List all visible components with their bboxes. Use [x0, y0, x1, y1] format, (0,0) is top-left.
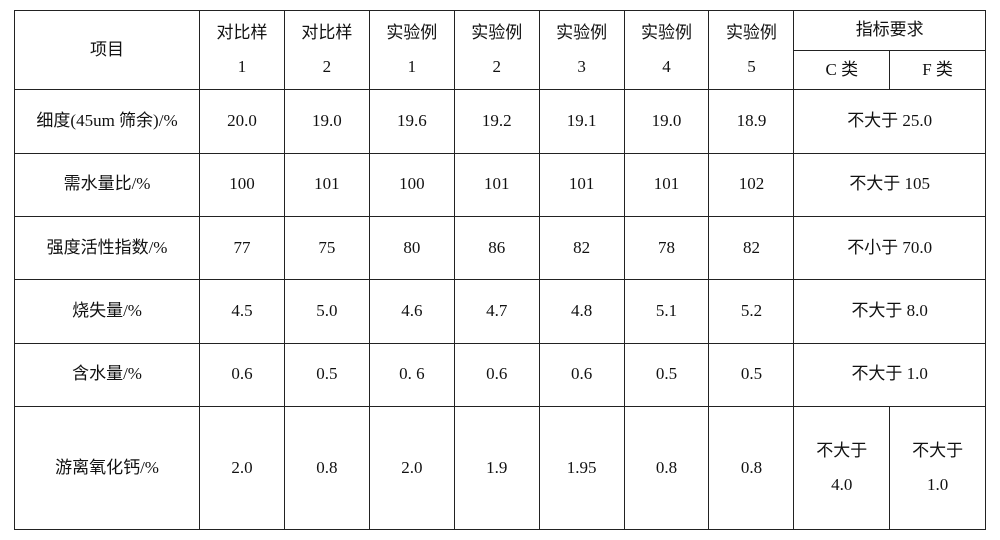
header-req-f: F 类 — [890, 50, 986, 90]
row-label: 细度(45um 筛余)/% — [15, 90, 200, 153]
row-label: 强度活性指数/% — [15, 216, 200, 279]
cell: 0.5 — [284, 343, 369, 406]
row-label: 含水量/% — [15, 343, 200, 406]
cell: 19.0 — [284, 90, 369, 153]
req-merged: 不大于 8.0 — [794, 280, 986, 343]
table-row: 细度(45um 筛余)/% 20.0 19.0 19.6 19.2 19.1 1… — [15, 90, 986, 153]
table-row: 强度活性指数/% 77 75 80 86 82 78 82 不小于 70.0 — [15, 216, 986, 279]
cell: 100 — [200, 153, 285, 216]
cell: 77 — [200, 216, 285, 279]
cell: 18.9 — [709, 90, 794, 153]
table-row: 游离氧化钙/% 2.0 0.8 2.0 1.9 1.95 0.8 0.8 不大于… — [15, 406, 986, 529]
header-sample-1: 对比样2 — [284, 11, 369, 90]
cell: 5.2 — [709, 280, 794, 343]
cell: 101 — [454, 153, 539, 216]
header-sample-6: 实验例5 — [709, 11, 794, 90]
header-sample-3: 实验例2 — [454, 11, 539, 90]
header-sample-4: 实验例3 — [539, 11, 624, 90]
header-req-c: C 类 — [794, 50, 890, 90]
cell: 78 — [624, 216, 709, 279]
header-req-title: 指标要求 — [794, 11, 986, 51]
cell: 1.95 — [539, 406, 624, 529]
cell: 102 — [709, 153, 794, 216]
table-row: 需水量比/% 100 101 100 101 101 101 102 不大于 1… — [15, 153, 986, 216]
cell: 4.6 — [369, 280, 454, 343]
cell: 82 — [539, 216, 624, 279]
cell: 101 — [539, 153, 624, 216]
cell: 0.6 — [539, 343, 624, 406]
cell: 75 — [284, 216, 369, 279]
cell: 80 — [369, 216, 454, 279]
cell: 5.0 — [284, 280, 369, 343]
req-merged: 不大于 1.0 — [794, 343, 986, 406]
header-sample-0: 对比样1 — [200, 11, 285, 90]
row-label: 游离氧化钙/% — [15, 406, 200, 529]
cell: 4.8 — [539, 280, 624, 343]
header-sample-5: 实验例4 — [624, 11, 709, 90]
cell: 0.8 — [624, 406, 709, 529]
cell: 0.8 — [284, 406, 369, 529]
cell: 19.1 — [539, 90, 624, 153]
cell: 86 — [454, 216, 539, 279]
cell: 1.9 — [454, 406, 539, 529]
cell: 4.7 — [454, 280, 539, 343]
cell: 101 — [624, 153, 709, 216]
cell: 20.0 — [200, 90, 285, 153]
cell: 2.0 — [369, 406, 454, 529]
spec-table: 项目 对比样1 对比样2 实验例1 实验例2 实验例3 实验例4 实验例5 指标… — [14, 10, 986, 530]
header-project: 项目 — [15, 11, 200, 90]
cell: 0.6 — [454, 343, 539, 406]
row-label: 烧失量/% — [15, 280, 200, 343]
header-sample-2: 实验例1 — [369, 11, 454, 90]
cell: 0. 6 — [369, 343, 454, 406]
table-row: 含水量/% 0.6 0.5 0. 6 0.6 0.6 0.5 0.5 不大于 1… — [15, 343, 986, 406]
cell: 19.6 — [369, 90, 454, 153]
cell: 0.6 — [200, 343, 285, 406]
req-merged: 不大于 105 — [794, 153, 986, 216]
cell: 101 — [284, 153, 369, 216]
req-c: 不大于4.0 — [794, 406, 890, 529]
req-f: 不大于1.0 — [890, 406, 986, 529]
cell: 100 — [369, 153, 454, 216]
cell: 2.0 — [200, 406, 285, 529]
cell: 0.5 — [709, 343, 794, 406]
table-header: 项目 对比样1 对比样2 实验例1 实验例2 实验例3 实验例4 实验例5 指标… — [15, 11, 986, 90]
cell: 82 — [709, 216, 794, 279]
cell: 5.1 — [624, 280, 709, 343]
cell: 19.0 — [624, 90, 709, 153]
cell: 0.5 — [624, 343, 709, 406]
row-label: 需水量比/% — [15, 153, 200, 216]
cell: 0.8 — [709, 406, 794, 529]
req-merged: 不小于 70.0 — [794, 216, 986, 279]
cell: 4.5 — [200, 280, 285, 343]
req-merged: 不大于 25.0 — [794, 90, 986, 153]
table-body: 细度(45um 筛余)/% 20.0 19.0 19.6 19.2 19.1 1… — [15, 90, 986, 530]
cell: 19.2 — [454, 90, 539, 153]
table-row: 烧失量/% 4.5 5.0 4.6 4.7 4.8 5.1 5.2 不大于 8.… — [15, 280, 986, 343]
